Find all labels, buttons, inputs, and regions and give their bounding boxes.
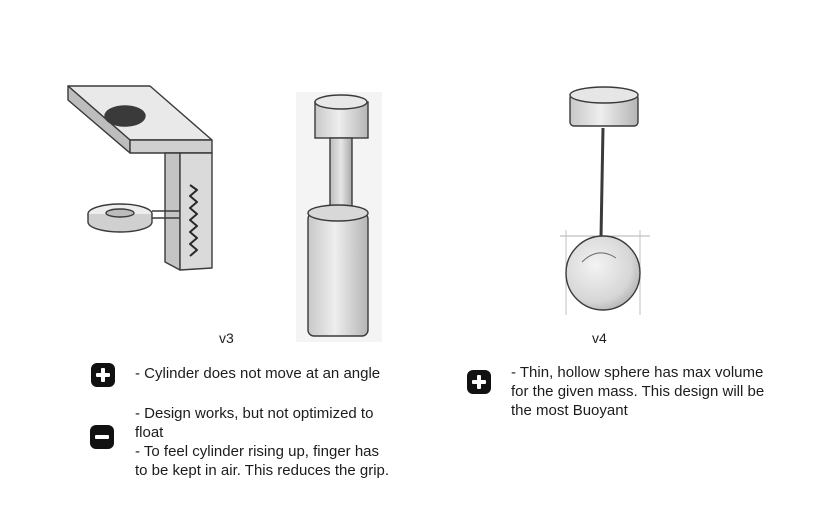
v4-pros-line: for the given mass. This design will be [511, 383, 765, 400]
v3-cons-line: - Design works, but not optimized to [135, 405, 374, 422]
v3-cylinder-sketch [296, 92, 382, 342]
v3-cons-note: - Design works, but not optimized to flo… [135, 404, 455, 480]
v3-cons-line: to be kept in air. This reduces the grip… [135, 462, 390, 479]
v4-label: v4 [592, 330, 607, 346]
v3-label: v3 [219, 330, 234, 346]
v3-pros-note: - Cylinder does not move at an angle [135, 364, 435, 383]
minus-badge-icon [90, 425, 114, 449]
v3-cons-line: - To feel cylinder rising up, finger has [135, 443, 380, 460]
v4-sphere-sketch [560, 86, 650, 315]
plus-badge-icon [91, 363, 115, 387]
v4-pros-note: - Thin, hollow sphere has max volume for… [511, 363, 821, 420]
v4-pros-line: - Thin, hollow sphere has max volume [511, 364, 764, 381]
v4-pros-line: the most Buoyant [511, 402, 628, 419]
v3-clamp-sketch [67, 85, 213, 271]
plus-badge-icon [467, 370, 491, 394]
v3-cons-line: float [135, 424, 164, 441]
v3-pros-line: - Cylinder does not move at an angle [135, 365, 381, 382]
